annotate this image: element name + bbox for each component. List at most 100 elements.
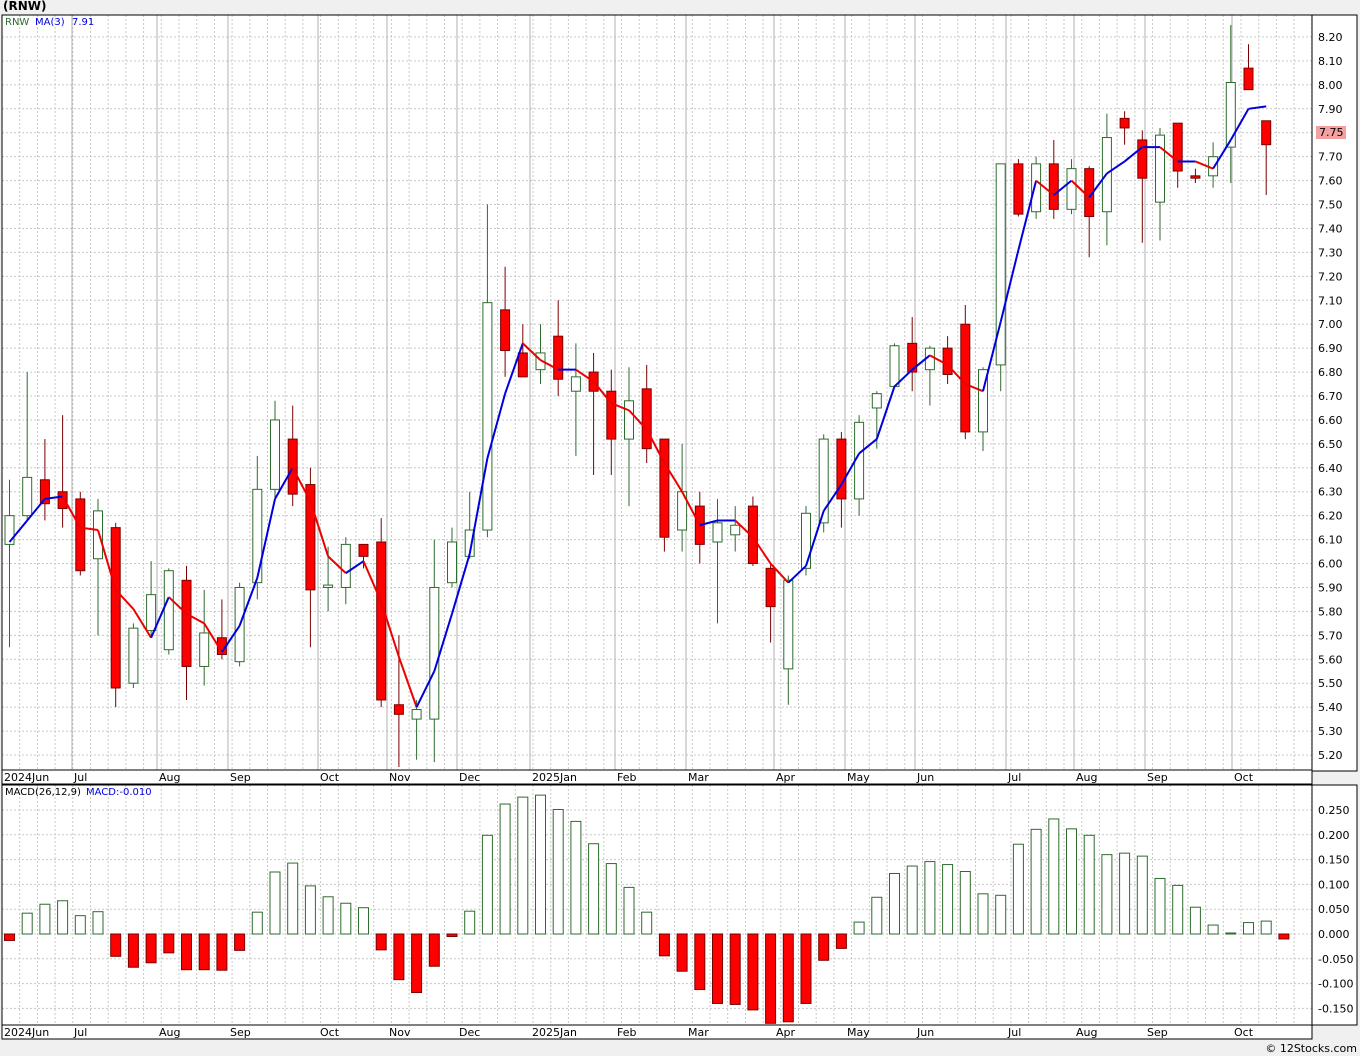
price-month-label: 2025Jan	[532, 771, 577, 784]
candle-body	[376, 541, 387, 701]
macd-bar-negative	[198, 933, 210, 971]
candle-body	[783, 579, 794, 670]
candle-up	[535, 324, 546, 385]
ma3-segment	[681, 491, 701, 526]
candle-body	[358, 543, 369, 557]
macd-bar-positive	[605, 863, 617, 935]
price-tick-label: 7.70	[1318, 151, 1343, 164]
candle-up	[146, 561, 157, 636]
candle-body	[606, 390, 617, 440]
macd-bar-positive	[251, 911, 263, 935]
candle-up	[783, 575, 794, 705]
macd-bar-positive	[995, 894, 1007, 935]
macd-legend-label: MACD(26,12,9)	[5, 787, 81, 798]
candle-up	[730, 506, 741, 552]
ma3-segment	[221, 625, 241, 653]
price-tick-label: 6.00	[1318, 558, 1343, 571]
ma3-segment	[114, 589, 135, 610]
candle-body	[871, 393, 882, 409]
price-axis-band	[1311, 14, 1358, 772]
candle-body	[535, 352, 546, 371]
macd-bar-positive	[358, 907, 369, 935]
price-tick-label: 7.00	[1318, 318, 1343, 331]
macd-month-label: Oct	[320, 1026, 340, 1039]
ma3-segment	[1053, 179, 1073, 196]
price-month-label: Aug	[159, 771, 180, 784]
macd-bar-negative	[676, 933, 688, 972]
candle-down	[1137, 130, 1148, 243]
ma3-segment	[97, 529, 117, 591]
macd-bar-positive	[1172, 884, 1184, 935]
candle-body	[447, 541, 457, 584]
macd-bar-negative	[411, 933, 423, 994]
last-price-badge	[1316, 126, 1346, 139]
macd-bar-negative	[747, 933, 759, 1011]
candle-down	[747, 496, 758, 566]
candle-body	[323, 584, 334, 588]
macd-month-label: Sep	[230, 1026, 251, 1039]
ma3-segment	[61, 496, 82, 529]
candle-up	[270, 400, 280, 499]
macd-bar-positive	[889, 872, 900, 935]
candle-down	[181, 565, 192, 700]
ma3-segment	[840, 452, 860, 486]
ma3-segment	[964, 383, 984, 393]
macd-bar-positive	[287, 862, 299, 935]
macd-bar-positive	[340, 902, 352, 935]
candle-down	[305, 467, 316, 648]
ma3-segment	[822, 483, 843, 512]
candle-body	[978, 369, 988, 433]
candle-body	[641, 388, 652, 450]
candle-up	[128, 623, 139, 688]
candle-body	[960, 323, 971, 433]
candle-body	[1066, 168, 1077, 210]
ma3-segment	[345, 560, 365, 574]
candle-down	[39, 439, 50, 521]
macd-bar-positive	[92, 911, 104, 935]
legend-symbol: RNW	[5, 17, 29, 28]
macd-bar-negative	[234, 933, 246, 951]
ma3-segment	[433, 613, 453, 672]
ma3-segment	[982, 321, 1002, 392]
macd-bar-positive	[906, 865, 918, 935]
macd-month-label: Nov	[389, 1026, 411, 1039]
candle-body	[163, 570, 174, 651]
candle-up	[995, 163, 1006, 392]
candle-down	[500, 266, 511, 377]
candle-down	[1190, 168, 1201, 184]
price-tick-label: 6.10	[1318, 534, 1343, 547]
ma3-segment	[540, 359, 559, 371]
ma3-segment	[150, 596, 170, 639]
macd-bar-positive	[1119, 852, 1131, 935]
ma3-segment	[309, 501, 330, 557]
ma3-segment	[415, 670, 436, 708]
ma3-segment	[645, 429, 666, 464]
legend-ma-label: MA(3)	[35, 17, 65, 28]
price-tick-label: 6.40	[1318, 462, 1343, 475]
candle-body	[570, 376, 581, 392]
candle-body	[305, 484, 316, 591]
macd-bar-positive	[535, 794, 546, 935]
candle-up	[199, 589, 210, 686]
candle-body	[287, 438, 298, 495]
price-month-label: 2024Jun	[4, 771, 49, 784]
macd-bar-negative	[163, 933, 175, 954]
candle-body	[482, 302, 493, 531]
candle-body	[907, 342, 918, 373]
macd-tick-label: -0.100	[1318, 978, 1353, 991]
macd-bar-negative	[1278, 933, 1290, 940]
macd-bar-positive	[1225, 932, 1237, 935]
candle-down	[57, 415, 68, 528]
price-month-label: Oct	[1234, 771, 1254, 784]
ma3-segment	[26, 498, 46, 522]
macd-bar-positive	[304, 885, 316, 935]
ma3-segment	[610, 402, 630, 412]
ma3-segment	[168, 596, 188, 615]
candle-body	[1208, 156, 1219, 177]
candle-body	[818, 438, 829, 524]
ma3-segment	[327, 555, 347, 574]
candle-down	[907, 317, 918, 392]
price-tick-label: 5.70	[1318, 629, 1343, 642]
ma3-segment	[1123, 146, 1143, 163]
